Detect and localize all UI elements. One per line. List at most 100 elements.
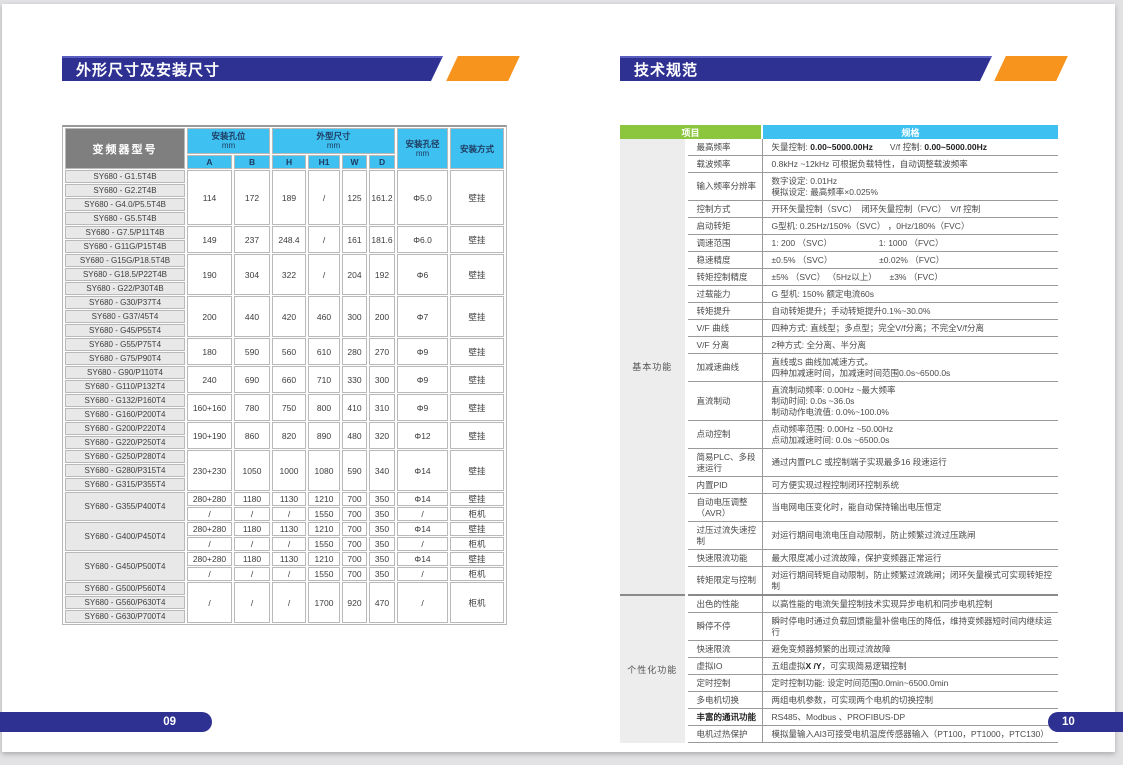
spec-item-cell: 点动控制	[686, 420, 763, 449]
dim-value-cell: 560	[272, 338, 307, 365]
right-section-title-bar: 技术规范	[620, 56, 992, 81]
dim-value-cell: /	[187, 537, 232, 551]
table-row: 稳速精度 ±0.5% （SVC） ±0.02% （FVC）	[620, 251, 1059, 269]
dim-value-cell: 1550	[308, 507, 341, 521]
spec-value-cell: 自动转矩提升；手动转矩提升0.1%~30.0%	[761, 302, 1059, 320]
table-row: 过载能力 G 型机: 150% 额定电流60s	[620, 285, 1059, 303]
model-cell: SY680 - G250/P280T4	[65, 450, 185, 463]
table-row: / //1550 700 350/柜机	[65, 567, 505, 581]
dim-value-cell: 920	[342, 582, 368, 623]
spec-item-cell: 输入频率分辨率	[686, 172, 763, 201]
dim-value-cell: 750	[272, 394, 307, 421]
model-cell: SY680 - G5.5T4B	[65, 212, 185, 225]
spec-value-cell: 点动频率范围: 0.00Hz ~50.00Hz 点动加减速时间: 0.0s ~65…	[761, 420, 1059, 449]
spec-value-cell: 通过内置PLC 或控制端子实现最多16 段速运行	[761, 448, 1059, 477]
col-header-A: A	[187, 155, 232, 169]
dim-value-cell: 322	[272, 254, 307, 295]
spec-value-cell: 2种方式: 全分离、半分离	[761, 336, 1059, 354]
table-row: 丰富的通讯功能 RS485、Modbus 、PROFIBUS-DP	[620, 708, 1059, 726]
dim-value-cell: 204	[342, 254, 368, 295]
model-cell: SY680 - G7.5/P11T4B	[65, 226, 185, 239]
dim-value-cell: 350	[369, 552, 396, 566]
dim-value-cell: /	[272, 537, 307, 551]
dim-value-cell: 161.2	[369, 170, 396, 225]
dim-value-cell: 700	[342, 507, 368, 521]
mount-type-cell: 壁挂	[450, 170, 505, 225]
dim-value-cell: 590	[342, 450, 368, 491]
model-cell: SY680 - G315/P355T4	[65, 478, 185, 491]
table-row: SY680 - G400/P450T4 280+280 1180 1130 1210 70…	[65, 522, 505, 551]
model-cell: SY680 - G45/P55T4	[65, 324, 185, 337]
table-row: 载波频率 0.8kHz ~12kHz 可根据负载特性，自动调整载波频率	[620, 155, 1059, 173]
spec-item-cell: 转矩提升	[686, 302, 763, 320]
dim-value-cell: 1180	[234, 492, 271, 506]
table-row: SY680 - G90/P110T4 240 690 660 710 330 300 Φ9 壁挂	[65, 366, 505, 393]
table-row: SY680 - G7.5/P11T4B 149 237 248.4/161 181.6 Φ…	[65, 226, 505, 253]
dim-value-cell: 149	[187, 226, 232, 253]
dim-value-cell: 125	[342, 170, 368, 225]
dim-value-cell: 350	[369, 492, 396, 506]
dim-value-cell: Φ9	[397, 366, 449, 393]
spec-item-cell: 快速限流	[686, 640, 763, 658]
dim-value-cell: 590	[234, 338, 271, 365]
dim-value-cell: /	[397, 507, 449, 521]
table-row: 快速限流功能 最大限度减小过流故障，保护变频器正常运行	[620, 549, 1059, 567]
dim-value-cell: 1000	[272, 450, 307, 491]
table-row: SY680 - G75/P90T4	[65, 352, 504, 365]
spec-item-cell: 快速限流功能	[686, 549, 763, 567]
dim-value-cell: 350	[369, 567, 396, 581]
dimensions-table-wrap: 变频器型号 安装孔位 mm 外型尺寸 mm 安装孔径 mm 安装方式 A B H	[62, 125, 508, 625]
dim-value-cell: 1180	[234, 522, 271, 536]
dim-value-cell: 310	[369, 394, 396, 421]
table-row: 调速范围 1: 200 （SVC） 1: 1000 （FVC）	[620, 234, 1059, 252]
mount-type-cell: 壁挂	[450, 394, 505, 421]
dim-value-cell: 660	[272, 366, 307, 393]
dim-value-cell: 480	[342, 422, 368, 449]
model-cell: SY680 - G220/P250T4	[65, 436, 185, 449]
table-row: SY680 - G110/P132T4	[65, 380, 504, 393]
spec-value-cell: 矢量控制: 0.00~5000.00Hz V/f 控制: 0.00~5000.0…	[761, 139, 1059, 156]
dim-value-cell: 1130	[272, 552, 307, 566]
dim-value-cell: 1550	[308, 537, 341, 551]
spec-item-cell: 自动电压调整（AVR）	[686, 493, 763, 522]
dim-value-cell: 160+160	[187, 394, 232, 421]
spec-item-cell: 控制方式	[686, 200, 763, 218]
table-row: 直流制动 直流制动频率: 0.00Hz ~最大频率 制动时间: 0.0s ~36.0…	[620, 381, 1059, 421]
spec-item-cell: 调速范围	[686, 234, 763, 252]
spec-item-cell: V/F 分离	[686, 336, 763, 354]
dim-value-cell: /	[308, 254, 341, 295]
table-row: SY680 - G4.0/P5.5T4B	[65, 198, 504, 211]
spec-table: 项目 规格 基本功能 最高频率 矢量控制: 0.00~5000.00Hz V/f 控…	[620, 125, 1059, 743]
dim-value-cell: 190+190	[187, 422, 232, 449]
dim-value-cell: 440	[234, 296, 271, 337]
dim-value-cell: 780	[234, 394, 271, 421]
spec-item-cell: 内置PID	[686, 476, 763, 494]
dim-value-cell: 280	[342, 338, 368, 365]
spec-value-cell: 两组电机参数，可实现两个电机的切换控制	[761, 691, 1059, 709]
model-cell: SY680 - G500/P560T4	[65, 582, 185, 595]
dim-value-cell: 172	[234, 170, 271, 225]
col-header-model: 变频器型号	[65, 128, 185, 169]
spec-value-cell: 避免变频器频繁的出现过流故障	[761, 640, 1059, 658]
mount-type-cell: 壁挂	[450, 492, 505, 506]
spec-value-cell: G 型机: 150% 额定电流60s	[761, 285, 1059, 303]
dim-value-cell: /	[272, 567, 307, 581]
spec-value-cell: 可方便实现过程控制闭环控制系统	[761, 476, 1059, 494]
table-row: 转矩控制精度 ±5% （SVC） （5Hz以上） ±3% （FVC）	[620, 268, 1059, 286]
table-row: SY680 - G500/P560T4///1700 920 470/柜机	[65, 582, 505, 623]
spec-item-cell: 瞬停不停	[686, 612, 763, 641]
table-row: V/F 分离 2种方式: 全分离、半分离	[620, 336, 1059, 354]
spec-value-cell: 1: 200 （SVC） 1: 1000 （FVC）	[761, 234, 1059, 252]
dim-value-cell: 270	[369, 338, 396, 365]
col-header-mount-type: 安装方式	[450, 128, 505, 169]
dim-value-cell: Φ14	[397, 522, 449, 536]
model-cell: SY680 - G2.2T4B	[65, 184, 185, 197]
dim-value-cell: 350	[369, 537, 396, 551]
dim-value-cell: 237	[234, 226, 271, 253]
dim-value-cell: /	[234, 537, 271, 551]
dim-value-cell: 1700	[308, 582, 341, 623]
table-row: 虚拟IO 五组虚拟X /Y，可实现简易逻辑控制	[620, 657, 1059, 675]
dim-value-cell: 460	[308, 296, 341, 337]
spec-value-cell: RS485、Modbus 、PROFIBUS-DP	[761, 708, 1059, 726]
table-row: 电机过热保护 模拟量输入AI3可接受电机温度传感器输入（PT100，PT1000，…	[620, 725, 1059, 743]
